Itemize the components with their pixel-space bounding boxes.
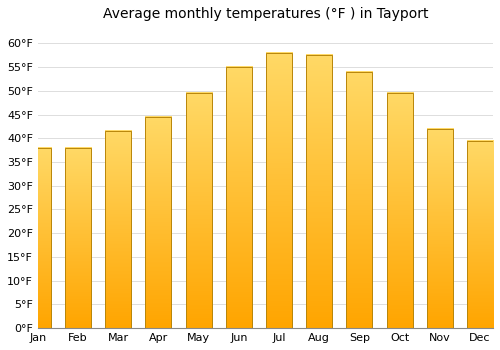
Bar xyxy=(386,93,412,328)
Bar xyxy=(186,93,212,328)
Bar xyxy=(65,148,91,328)
Bar xyxy=(24,148,51,328)
Bar xyxy=(346,72,372,328)
Bar xyxy=(467,141,493,328)
Bar xyxy=(105,131,132,328)
Bar xyxy=(426,129,453,328)
Bar xyxy=(266,53,292,328)
Bar xyxy=(306,55,332,328)
Bar xyxy=(65,148,91,328)
Bar xyxy=(146,117,172,328)
Bar xyxy=(146,117,172,328)
Bar xyxy=(226,67,252,328)
Bar xyxy=(186,93,212,328)
Bar xyxy=(467,141,493,328)
Bar xyxy=(105,131,132,328)
Bar xyxy=(386,93,412,328)
Title: Average monthly temperatures (°F ) in Tayport: Average monthly temperatures (°F ) in Ta… xyxy=(102,7,428,21)
Bar xyxy=(426,129,453,328)
Bar xyxy=(266,53,292,328)
Bar xyxy=(346,72,372,328)
Bar xyxy=(226,67,252,328)
Bar xyxy=(24,148,51,328)
Bar xyxy=(306,55,332,328)
